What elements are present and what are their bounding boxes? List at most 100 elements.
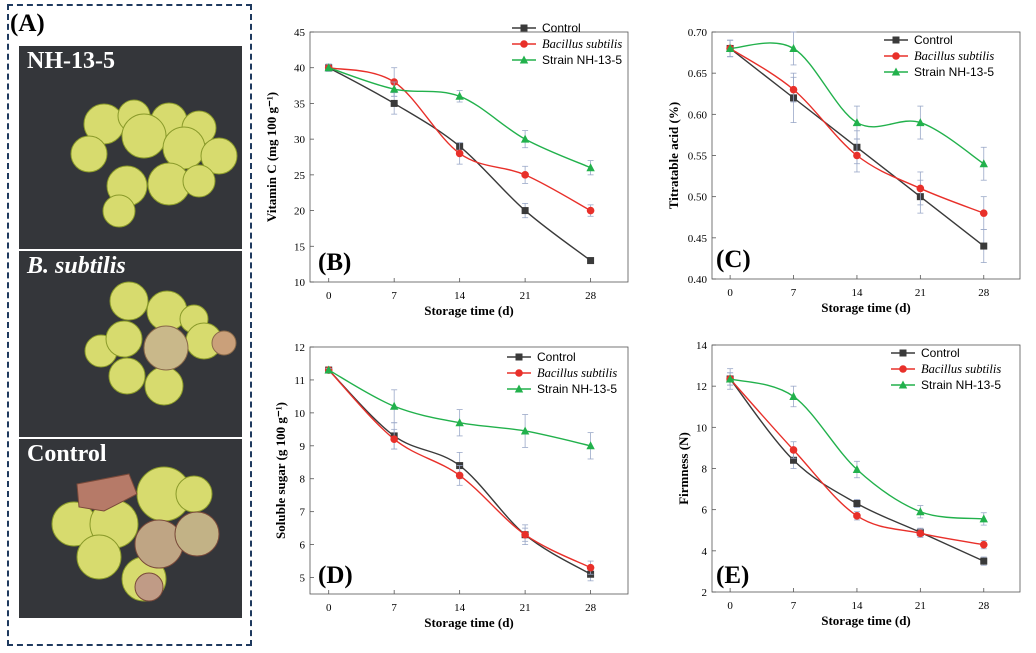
data-point — [853, 151, 861, 160]
series-line — [729, 378, 984, 520]
data-point — [852, 465, 862, 474]
chart-b: 10 15 20 25 30 35 40 45 0 7 14 21 28 Storage time (d)… — [264, 21, 629, 318]
y-tick-label: 10 — [696, 422, 708, 434]
y-tick-label: 11 — [294, 375, 305, 387]
y-tick-label: 40 — [294, 63, 306, 75]
data-point — [979, 159, 988, 168]
legend-marker — [898, 380, 908, 389]
y-tick-label: 0.45 — [688, 233, 708, 245]
x-tick-label: 21 — [520, 290, 531, 302]
photo-label: Control — [27, 441, 107, 467]
y-tick-label: 15 — [294, 241, 306, 253]
x-tick-label: 7 — [791, 287, 797, 299]
chart-d: 5 6 7 8 9 10 11 12 0 7 14 21 28 Storage time (d) Solub… — [273, 342, 629, 630]
y-tick-label: 0.70 — [688, 27, 708, 39]
legend-label: Control — [542, 21, 581, 35]
chart-c: 0.40 0.45 0.50 0.55 0.60 0.65 0.70 0 7 14 21 28 Stor… — [666, 27, 1021, 315]
x-tick-label: 21 — [520, 602, 531, 614]
data-point — [916, 507, 925, 516]
data-point — [789, 85, 798, 94]
y-tick-label: 30 — [294, 134, 306, 146]
panel-label: (B) — [318, 249, 351, 276]
legend-marker — [891, 67, 901, 76]
legend-label: Bacillus subtilis — [914, 49, 994, 63]
x-tick-label: 21 — [915, 287, 926, 299]
data-point — [916, 118, 925, 127]
panel-a-label: (A) — [10, 10, 45, 37]
panel-label: (E) — [716, 562, 749, 589]
legend-label: Control — [914, 33, 953, 47]
data-point — [980, 557, 988, 565]
data-point — [520, 134, 530, 143]
legend-marker — [514, 384, 524, 393]
legend-label: Strain NH-13-5 — [537, 382, 617, 396]
data-point — [390, 435, 398, 444]
data-point — [390, 99, 398, 107]
data-point — [586, 206, 595, 215]
x-tick-label: 0 — [727, 287, 733, 299]
legend-marker — [515, 353, 523, 361]
x-tick-label: 14 — [454, 290, 466, 302]
y-tick-label: 6 — [702, 505, 708, 517]
x-tick-label: 0 — [727, 600, 733, 612]
data-point — [979, 514, 988, 523]
x-tick-label: 0 — [326, 290, 332, 302]
legend-marker — [520, 40, 528, 48]
legend-marker — [892, 52, 900, 60]
data-point — [916, 184, 925, 193]
data-point — [455, 418, 464, 427]
data-point — [324, 365, 333, 374]
plot-frame — [309, 346, 629, 595]
data-point — [586, 163, 595, 172]
data-point — [790, 456, 798, 464]
y-tick-label: 9 — [300, 441, 306, 453]
legend-label: Control — [921, 346, 960, 360]
x-tick-label: 28 — [585, 602, 597, 614]
x-tick-label: 7 — [791, 600, 797, 612]
legend-label: Strain NH-13-5 — [542, 53, 622, 67]
y-tick-label: 6 — [300, 540, 306, 552]
photo-panel — [7, 4, 252, 646]
series-bacillus-subtilis — [324, 366, 595, 575]
data-point — [853, 512, 861, 520]
data-point — [389, 84, 399, 93]
data-point — [852, 118, 862, 127]
y-tick-label: 35 — [294, 98, 306, 110]
data-point — [455, 91, 464, 100]
y-axis-title: Vitamin C (mg 100 g⁻¹) — [264, 92, 279, 222]
data-point — [324, 63, 333, 72]
data-point — [725, 43, 735, 52]
data-point — [979, 209, 988, 217]
grape-photo-b-subtilis: B. subtilis — [19, 251, 242, 437]
legend-marker — [892, 36, 900, 44]
y-tick-label: 12 — [294, 342, 305, 354]
y-tick-label: 14 — [696, 340, 708, 352]
panel-label: (D) — [318, 562, 353, 589]
y-tick-label: 0.60 — [688, 109, 708, 121]
x-tick-label: 21 — [915, 600, 926, 612]
legend-marker — [899, 365, 907, 373]
series-strain-nh-13-5 — [725, 372, 988, 526]
data-point — [521, 171, 529, 179]
data-point — [789, 446, 798, 454]
y-tick-label: 4 — [702, 546, 708, 558]
photo-label: NH-13-5 — [27, 48, 115, 74]
y-tick-label: 0.40 — [688, 274, 708, 286]
x-tick-label: 0 — [326, 602, 332, 614]
y-tick-label: 5 — [300, 573, 306, 585]
y-tick-label: 0.50 — [688, 192, 708, 204]
y-tick-label: 10 — [294, 408, 306, 420]
series-strain-nh-13-5 — [725, 31, 988, 181]
series-strain-nh-13-5 — [324, 63, 595, 176]
y-tick-label: 25 — [294, 170, 306, 182]
data-point — [789, 391, 798, 400]
y-tick-label: 0.55 — [688, 151, 708, 163]
y-tick-label: 8 — [300, 474, 306, 486]
x-axis-title: Storage time (d) — [424, 615, 514, 630]
legend-label: Bacillus subtilis — [921, 362, 1001, 376]
legend-marker — [515, 369, 523, 377]
data-point — [980, 242, 988, 250]
legend-label: Strain NH-13-5 — [914, 65, 994, 79]
data-point — [455, 149, 464, 158]
